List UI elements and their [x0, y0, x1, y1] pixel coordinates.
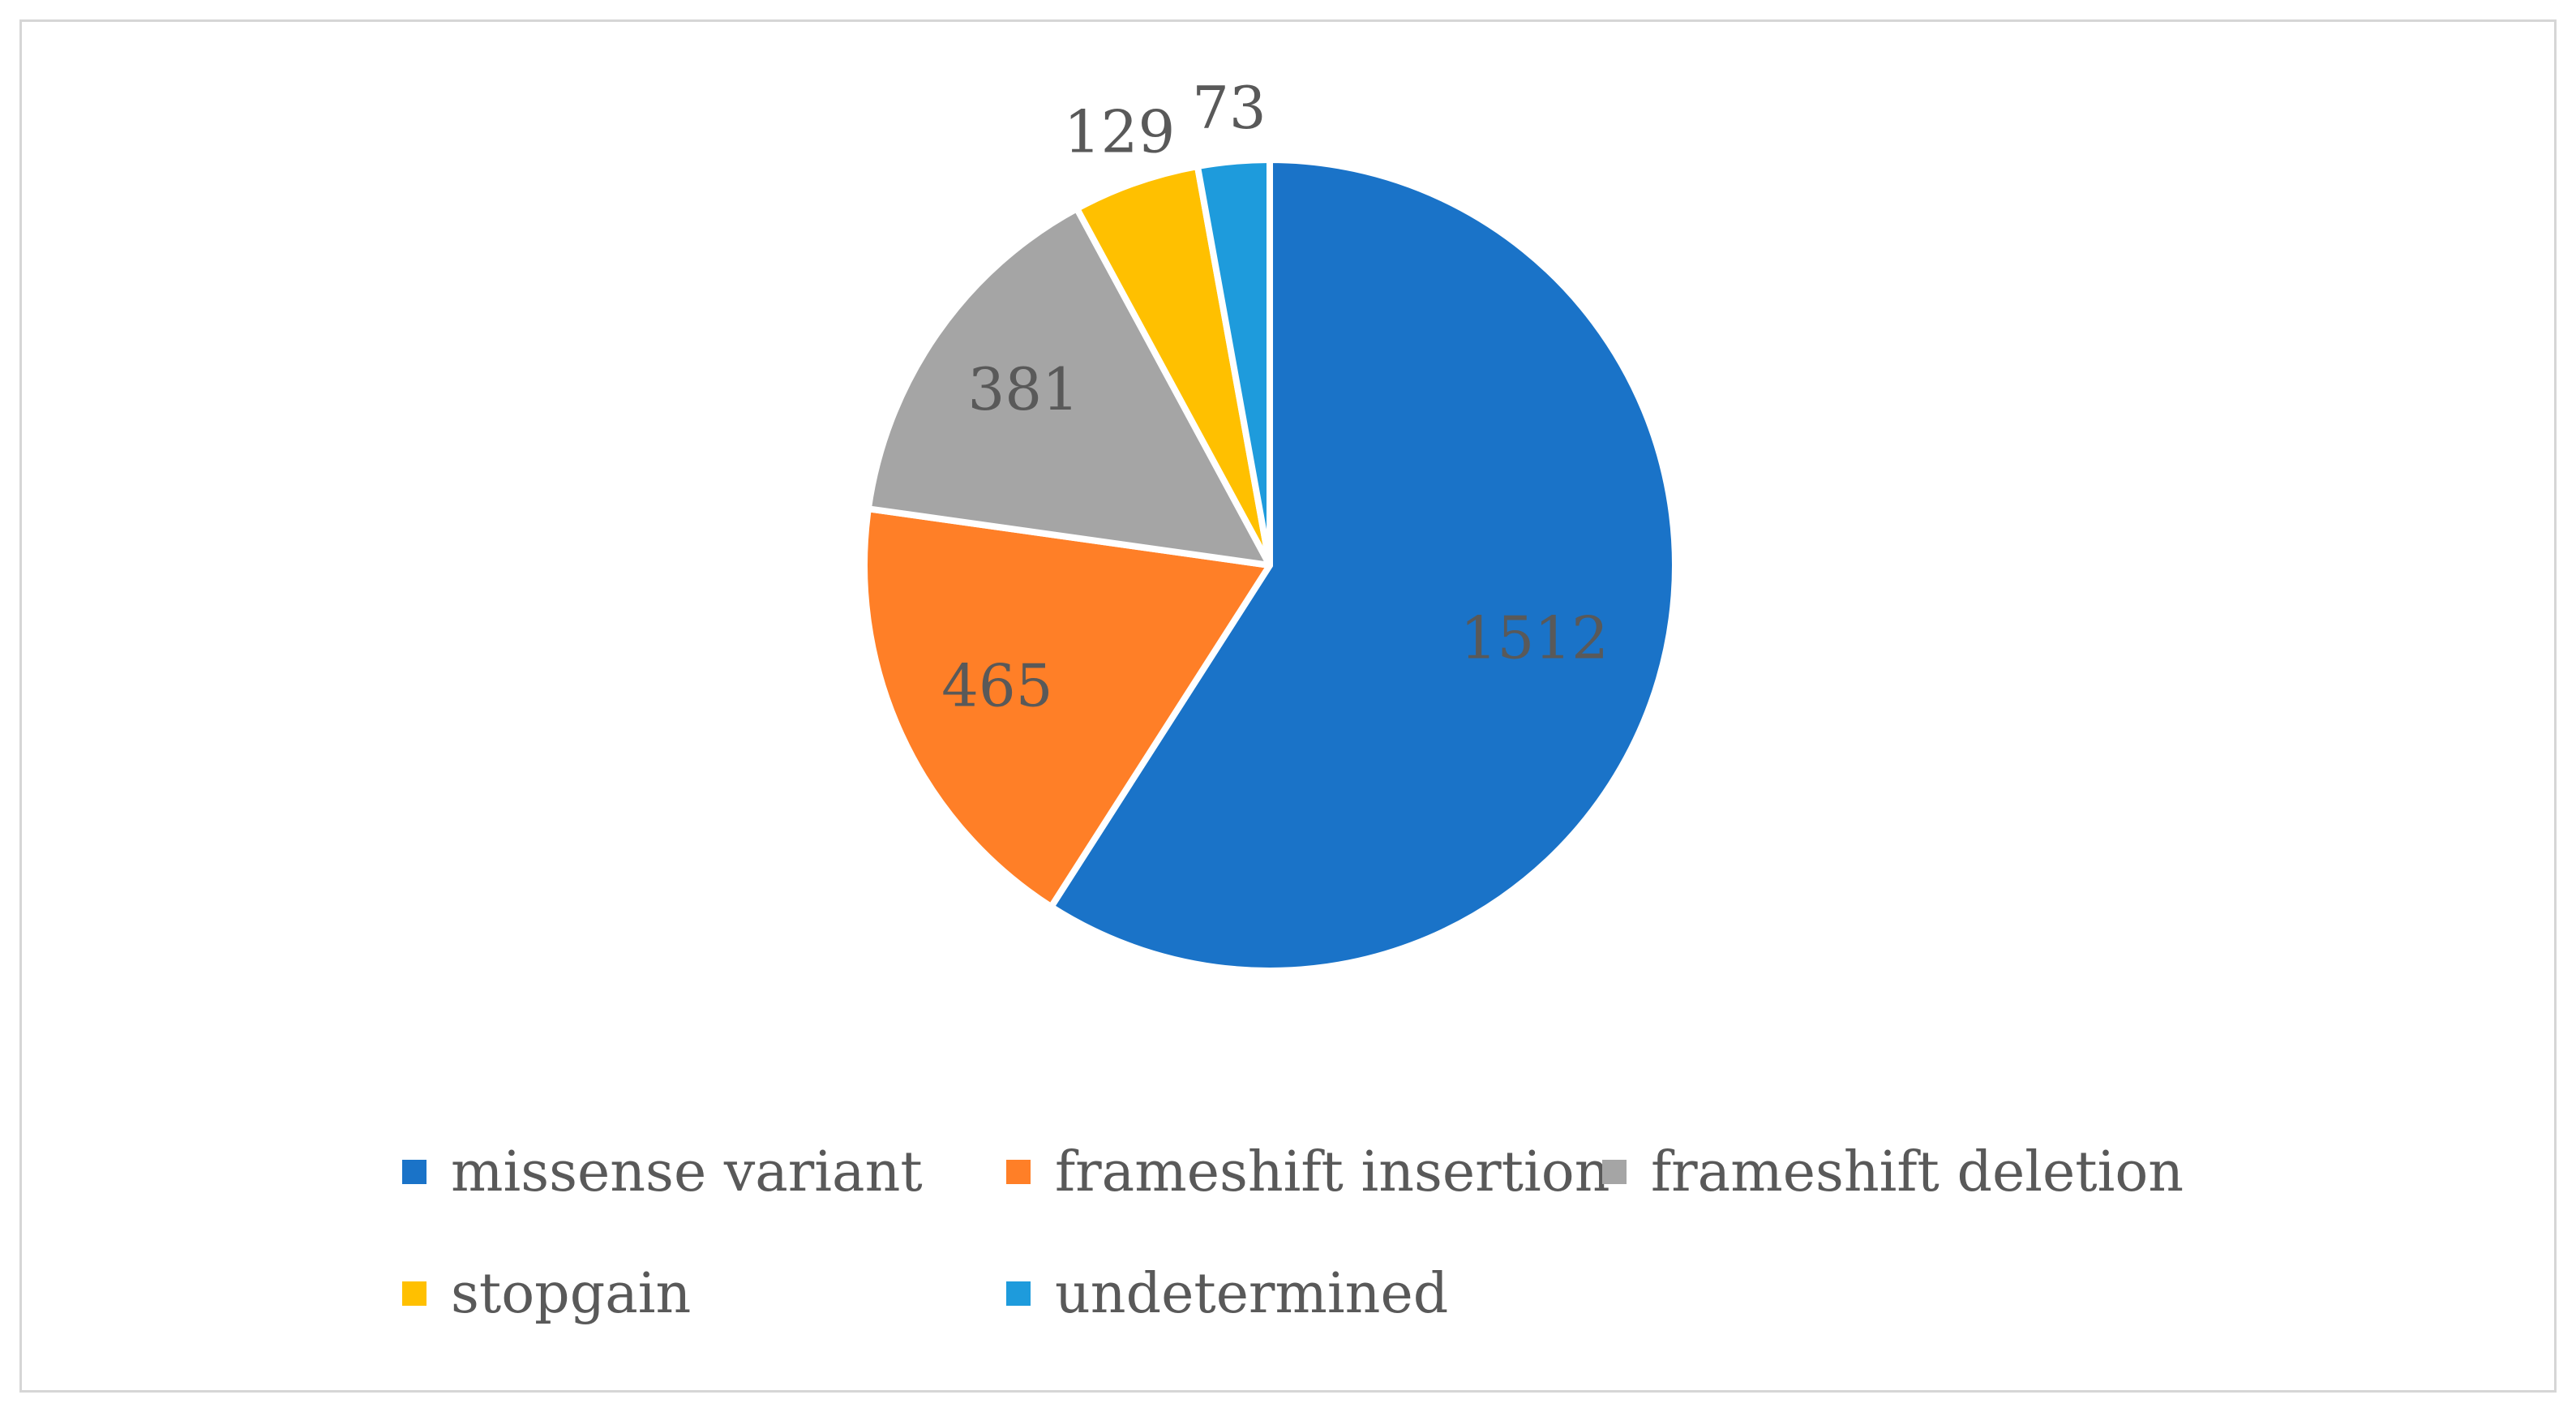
legend-label: stopgain [451, 1261, 692, 1326]
chart-legend: missense variant frameshift insertion fram… [402, 1135, 2267, 1354]
legend-swatch [1006, 1160, 1031, 1184]
legend-swatch [402, 1160, 426, 1184]
data-label-frameshift-deletion: 381 [967, 355, 1078, 423]
legend-label: missense variant [451, 1139, 923, 1204]
legend-label: frameshift insertion [1055, 1139, 1610, 1204]
pie-slice-undetermined [1194, 157, 1273, 569]
legend-item-missense-variant: missense variant [402, 1135, 923, 1208]
pie-slice-frameshift-deletion [864, 205, 1273, 569]
pie-data-labels: 1512 465 381 129 73 [941, 74, 1609, 719]
legend-swatch [1602, 1160, 1627, 1184]
legend-item-frameshift-insertion: frameshift insertion [1006, 1135, 1609, 1208]
legend-item-frameshift-deletion: frameshift deletion [1602, 1135, 2184, 1208]
pie-slice-frameshift-insertion [861, 505, 1273, 911]
legend-item-undetermined: undetermined [1006, 1257, 1448, 1330]
legend-swatch [1006, 1281, 1031, 1306]
data-label-undetermined: 73 [1192, 74, 1267, 142]
legend-label: undetermined [1055, 1261, 1449, 1326]
pie-slice-missense-variant [1048, 157, 1678, 974]
pie-slices [861, 157, 1678, 974]
legend-item-stopgain: stopgain [402, 1257, 691, 1330]
legend-swatch [402, 1281, 426, 1306]
data-label-stopgain: 129 [1064, 98, 1175, 166]
data-label-missense-variant: 1512 [1460, 603, 1609, 672]
data-label-frameshift-insertion: 465 [941, 651, 1052, 719]
legend-label: frameshift deletion [1651, 1139, 2184, 1204]
